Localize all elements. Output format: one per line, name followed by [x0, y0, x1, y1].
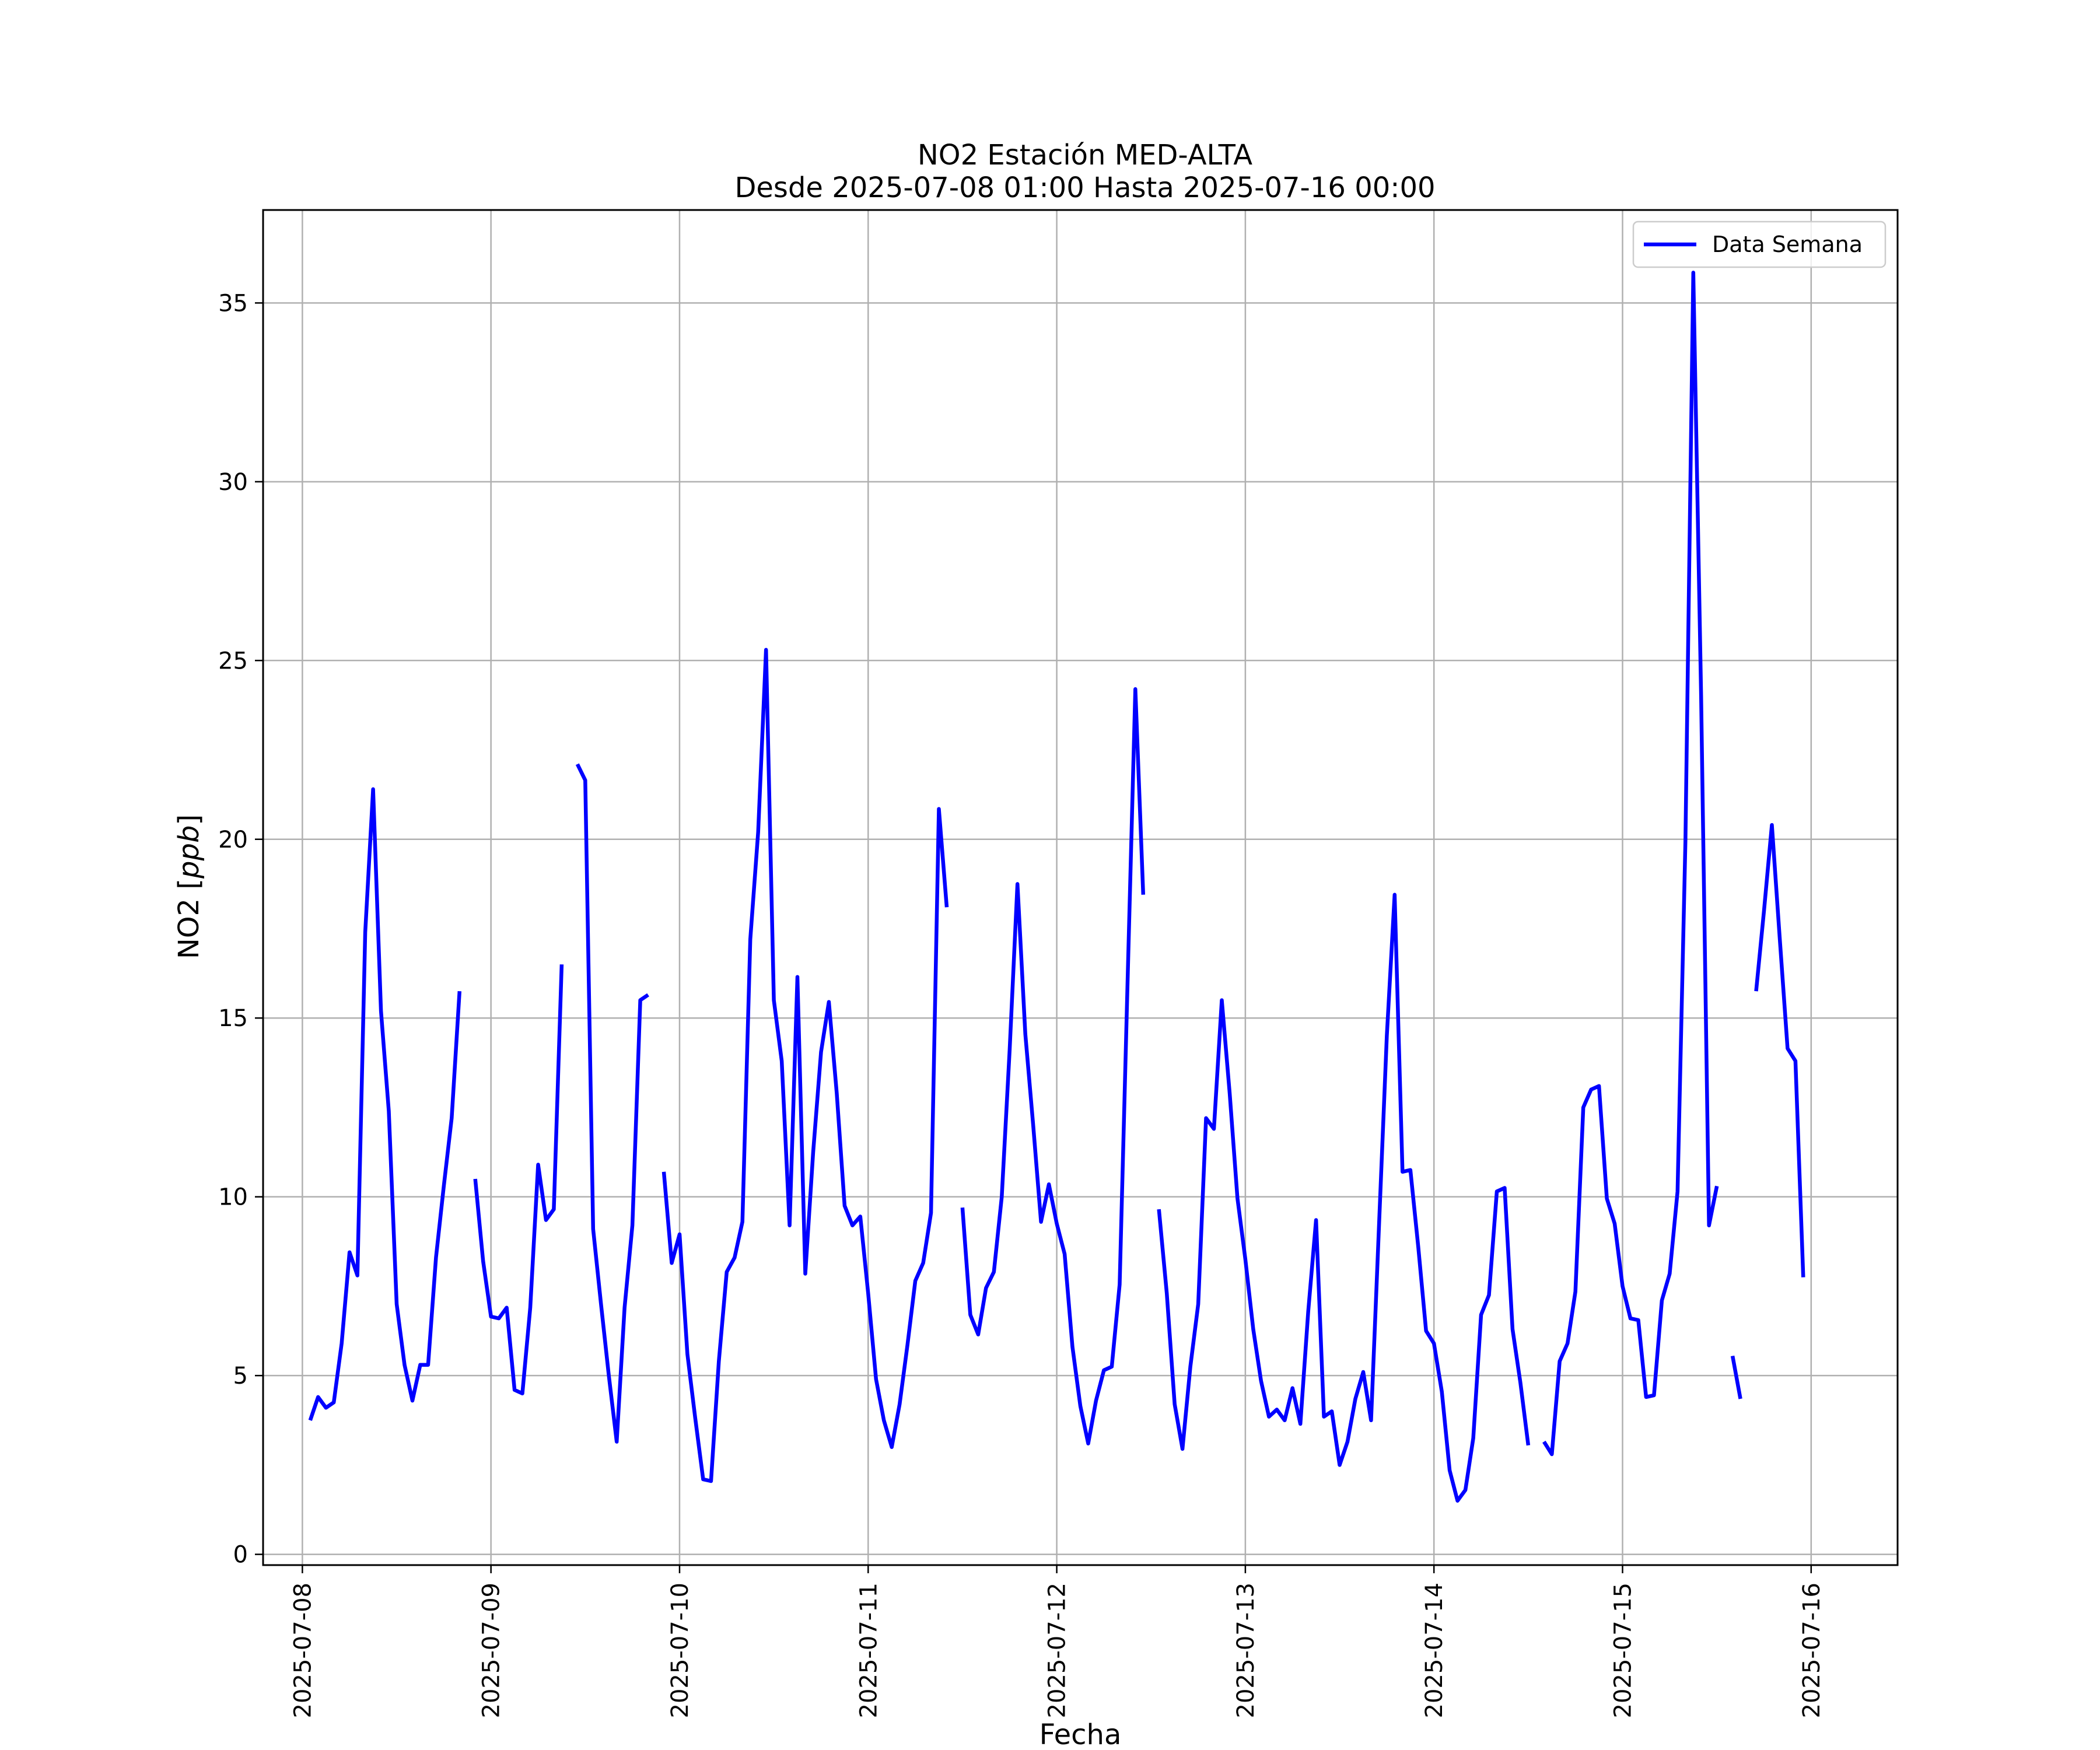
- legend-box: [1632, 220, 1887, 268]
- x-tick-label: 2025-07-09: [478, 1583, 505, 1718]
- legend: Data Semana: [1632, 220, 1887, 268]
- y-tick-label: 0: [233, 1542, 248, 1569]
- y-axis-label-close-bracket: ]: [173, 814, 205, 825]
- plot-frame: [262, 209, 1899, 1566]
- y-tick-label: 35: [218, 290, 248, 317]
- x-tick-label: 2025-07-13: [1233, 1583, 1259, 1718]
- chart-title: NO2 Estación MED-ALTA: [918, 139, 1252, 172]
- series-line-data-semana: [308, 271, 1805, 1503]
- y-axis-label: NO2 [ppb]: [173, 814, 205, 959]
- chart-subtitle: Desde 2025-07-08 01:00 Hasta 2025-07-16 …: [734, 172, 1435, 204]
- grid-layer: [263, 210, 1898, 1565]
- y-tick-label: 5: [233, 1363, 248, 1390]
- x-tick-label: 2025-07-11: [855, 1583, 882, 1718]
- y-axis-label-unit: ppb: [173, 825, 205, 879]
- y-axis-label-open-bracket: [: [173, 878, 205, 890]
- series-layer: [308, 271, 1805, 1503]
- x-tick-label: 2025-07-15: [1610, 1583, 1637, 1718]
- x-tick-label: 2025-07-12: [1044, 1583, 1071, 1718]
- x-tick-label: 2025-07-16: [1798, 1583, 1825, 1718]
- x-tick-label: 2025-07-10: [667, 1583, 694, 1718]
- x-tick-label: 2025-07-08: [289, 1583, 316, 1718]
- y-tick-label: 20: [218, 827, 248, 853]
- x-tick-label: 2025-07-14: [1421, 1583, 1448, 1718]
- legend-label: Data Semana: [1712, 232, 1863, 257]
- y-tick-label: 15: [218, 1005, 248, 1032]
- y-tick-label: 25: [218, 648, 248, 674]
- y-tick-label: 30: [218, 469, 248, 496]
- x-axis-label: Fecha: [1040, 1718, 1122, 1750]
- y-tick-label: 10: [218, 1184, 248, 1211]
- y-axis-label-text: NO2: [173, 890, 205, 959]
- tick-layer: 2025-07-08 2025-07-09 2025-07-10 2025-07-11…: [218, 290, 1825, 1718]
